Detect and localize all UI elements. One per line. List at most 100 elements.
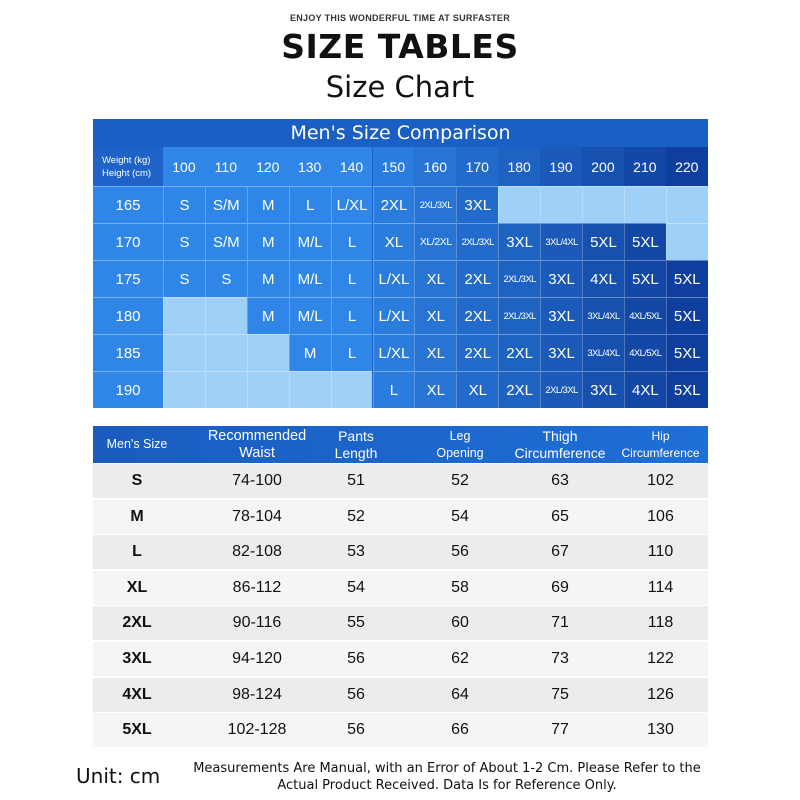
size-detail-table: Men's Size Recommended Waist Pants Length Leg… — [93, 426, 708, 748]
detail-header-text: Recommended — [207, 427, 307, 444]
measurement-cell: 69 — [551, 578, 569, 596]
table-row: XL 86-112 54 58 69 114 — [93, 570, 708, 605]
empty-cell — [204, 334, 247, 371]
size-cell: 3XL — [498, 223, 541, 260]
measurement-cell: 58 — [451, 578, 469, 596]
detail-header-text: Waist — [239, 444, 275, 461]
detail-header-5: Hip Circumference — [613, 426, 708, 463]
size-cell: 2XL/3XL — [498, 260, 541, 297]
empty-cell — [163, 371, 205, 408]
size-cell: 2XL/3XL — [498, 297, 541, 334]
measurement-cell: 122 — [647, 650, 674, 667]
size-cell: L/XL — [372, 334, 415, 371]
size-cell: 3XL — [540, 334, 582, 371]
weight-header-120: 120 — [246, 147, 289, 186]
size-cell: XL — [414, 334, 457, 371]
size-cell: 2XL — [456, 334, 499, 371]
size-cell: L — [330, 297, 373, 334]
measurement-cell: 51 — [347, 472, 365, 489]
table-row: 4XL 98-124 56 64 75 126 — [93, 677, 708, 712]
measurement-cell: 102 — [647, 472, 674, 489]
size-cell: L — [330, 223, 373, 260]
empty-cell — [665, 186, 708, 223]
height-label-175: 175 — [93, 260, 163, 297]
size-cell: XL — [372, 223, 415, 260]
size-cell: XL — [456, 371, 499, 408]
size-cell: L/XL — [330, 186, 373, 223]
detail-header-text: Leg — [449, 428, 471, 443]
measurement-cell: 126 — [647, 685, 674, 703]
size-cell: 5XL — [665, 371, 708, 408]
size-cell: S/M — [204, 186, 247, 223]
empty-cell — [582, 186, 624, 223]
size-cell: L/XL — [372, 260, 415, 297]
size-cell: M — [288, 334, 331, 371]
weight-header-220: 220 — [665, 147, 708, 186]
measurement-cell: 90-116 — [232, 614, 282, 632]
measurement-cell: 77 — [551, 721, 569, 739]
measurement-cell: 118 — [647, 614, 674, 632]
weight-header-170: 170 — [456, 147, 499, 186]
size-cell: 2XL — [372, 186, 415, 223]
size-cell: 5XL — [665, 297, 708, 334]
size-cell: 3XL/4XL — [582, 297, 624, 334]
weight-header-200: 200 — [582, 147, 624, 186]
detail-header-text: Circumference — [514, 444, 606, 461]
size-cell: 3XL — [540, 260, 582, 297]
detail-header-1: Recommended Waist — [181, 426, 333, 463]
detail-header-text: Opening — [436, 445, 484, 460]
table-row: 2XL 90-116 55 60 71 118 — [93, 606, 708, 641]
height-label-190: 190 — [93, 371, 163, 408]
measurement-cell: 98-124 — [232, 685, 282, 703]
comparison-corner-label: Weight (kg) Height (cm) — [93, 147, 163, 186]
size-cell: XL — [414, 371, 457, 408]
size-cell: S/M — [204, 223, 247, 260]
size-label: 4XL — [122, 685, 152, 703]
unit-label: Unit: cm — [76, 764, 161, 788]
weight-header-130: 130 — [288, 147, 331, 186]
measurement-cell: 56 — [347, 721, 365, 739]
height-label-170: 170 — [93, 223, 163, 260]
size-cell: M/L — [288, 260, 331, 297]
height-label-165: 165 — [93, 186, 163, 223]
size-cell: S — [163, 223, 205, 260]
size-cell: 2XL — [456, 297, 499, 334]
detail-header-text: Circumference — [621, 445, 700, 460]
measurement-cell: 56 — [451, 543, 469, 561]
size-cell: 3XL — [582, 371, 624, 408]
tagline: ENJOY THIS WONDERFUL TIME AT SURFASTER — [289, 13, 511, 23]
measurement-cell: 110 — [647, 543, 674, 561]
detail-header-3: Leg Opening — [411, 426, 509, 463]
size-cell: L/XL — [372, 297, 415, 334]
size-cell: M — [246, 297, 289, 334]
size-cell: 3XL — [540, 297, 582, 334]
weight-header-210: 210 — [623, 147, 666, 186]
empty-cell — [623, 186, 666, 223]
detail-header-text: Pants — [338, 427, 374, 444]
measurement-cell: 75 — [551, 685, 569, 703]
measurement-cell: 82-108 — [232, 543, 282, 561]
weight-header-160: 160 — [414, 147, 457, 186]
measurement-cell: 53 — [347, 543, 365, 561]
weight-header-140: 140 — [330, 147, 373, 186]
measurement-cell: 64 — [451, 685, 469, 703]
measurement-cell: 71 — [551, 614, 569, 632]
size-label: 3XL — [122, 650, 152, 667]
table-row: L 82-108 53 56 67 110 — [93, 535, 708, 570]
measurement-cell: 94-120 — [232, 650, 282, 667]
measurement-cell: 52 — [347, 507, 365, 525]
measurement-cell: 78-104 — [232, 507, 282, 525]
size-label: S — [131, 472, 143, 489]
size-cell: 2XL/3XL — [456, 223, 499, 260]
size-label: L — [132, 543, 142, 561]
size-cell: 5XL — [623, 223, 666, 260]
weight-header-150: 150 — [372, 147, 415, 186]
comparison-title: Men's Size Comparison — [93, 119, 708, 147]
size-cell: 4XL — [582, 260, 624, 297]
size-cell: 2XL — [498, 334, 541, 371]
weight-axis-label: Weight (kg) — [102, 154, 151, 166]
measurement-cell: 74-100 — [232, 472, 282, 489]
size-label: XL — [126, 578, 148, 596]
measurement-cell: 54 — [451, 507, 469, 525]
table-row: 5XL 102-128 56 66 77 130 — [93, 713, 708, 748]
